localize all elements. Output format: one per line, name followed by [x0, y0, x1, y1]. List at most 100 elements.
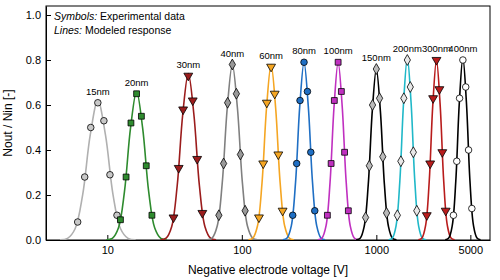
data-point [220, 158, 226, 169]
series-label: 80nm [292, 45, 316, 56]
x-tick-mark [470, 235, 471, 240]
y-tick-label: 0.8 [26, 54, 41, 66]
y-tick-mark [46, 240, 51, 241]
data-point [149, 212, 155, 218]
series-label: 150nm [362, 52, 391, 63]
y-tick-label: 0.4 [26, 144, 41, 156]
series-label: 30nm [176, 59, 200, 70]
x-tick-label: 1000 [365, 244, 389, 256]
data-point [259, 161, 268, 169]
series-labels: 15nm20nm30nm40nm60nm80nm100nm150nm200nm3… [86, 43, 478, 97]
y-tick-mark [46, 150, 51, 151]
annotation: Lines: Modeled response [54, 24, 171, 36]
plot-frame [46, 6, 490, 240]
y-tick-label: 1.0 [26, 9, 41, 21]
data-point [414, 205, 420, 216]
annotations: Symbols: Experimental data Lines: Modeled… [54, 10, 185, 36]
y-tick: 0.0 [26, 234, 51, 246]
data-point [293, 160, 300, 167]
data-point [441, 208, 450, 216]
data-point [74, 219, 81, 226]
model-line [60, 101, 136, 240]
data-point [304, 88, 311, 95]
data-point [174, 165, 183, 173]
data-point [410, 147, 416, 158]
data-point [301, 59, 308, 66]
y-tick-mark [46, 60, 51, 61]
data-point [216, 210, 222, 221]
data-point [242, 205, 248, 216]
model-line [161, 74, 217, 240]
data-point [118, 217, 124, 223]
y-tick: 1.0 [26, 9, 51, 21]
data-point [289, 212, 296, 219]
data-point [469, 205, 476, 212]
y-tick-label: 0.2 [26, 189, 41, 201]
x-tick: 1000 [365, 235, 389, 256]
data-point [404, 55, 410, 66]
x-tick-label: 100 [233, 244, 251, 256]
marks [60, 55, 481, 240]
data-point [138, 113, 144, 119]
x-tick-mark [376, 235, 377, 240]
data-point [383, 208, 389, 219]
model-line [389, 58, 426, 240]
x-tick-label: 5000 [459, 244, 483, 256]
series-label: 60nm [259, 50, 283, 61]
data-point [465, 147, 472, 154]
annotation: Symbols: Experimental data [54, 10, 185, 22]
y-tick-mark [46, 15, 51, 16]
data-point [87, 124, 94, 131]
data-point [407, 82, 413, 93]
y-axis: 0.00.20.40.60.81.0 [26, 7, 51, 247]
data-point [432, 57, 441, 65]
data-point [278, 208, 287, 216]
data-point [380, 151, 386, 162]
data-point [335, 59, 341, 65]
data-point [134, 91, 140, 97]
data-point [297, 97, 304, 104]
y-tick-label: 0.0 [26, 234, 41, 246]
data-point [438, 150, 447, 158]
y-tick: 0.2 [26, 189, 51, 201]
data-point [426, 161, 435, 169]
model-line [418, 60, 454, 240]
data-point [233, 88, 239, 99]
data-point [376, 93, 382, 104]
y-tick-mark [46, 195, 51, 196]
data-point [401, 93, 407, 104]
y-tick: 0.4 [26, 144, 51, 156]
data-point [224, 97, 230, 108]
data-point [95, 99, 102, 106]
y-axis-line [46, 7, 47, 241]
model-line [356, 69, 396, 240]
data-point [143, 163, 149, 169]
model-line [283, 62, 325, 240]
data-point [169, 215, 178, 223]
data-point [460, 57, 467, 64]
x-tick-mark [242, 235, 243, 240]
data-point [262, 100, 271, 108]
data-point [128, 120, 134, 126]
x-tick: 100 [233, 235, 251, 256]
x-axis-title: Negative electrode voltage [V] [188, 263, 348, 277]
y-tick: 0.8 [26, 54, 51, 66]
x-tick: 5000 [459, 235, 483, 256]
data-point [328, 161, 334, 167]
y-tick-mark [46, 105, 51, 106]
data-point [107, 171, 114, 178]
model-line [445, 58, 480, 240]
data-point [429, 96, 438, 104]
data-point [450, 212, 457, 219]
x-axis-line [47, 240, 491, 241]
data-point [101, 117, 108, 124]
data-point [366, 160, 372, 171]
data-point [255, 215, 264, 223]
data-point [435, 87, 444, 95]
chart-svg: 10100100050000.00.20.40.60.81.015nm20nm3… [0, 0, 500, 280]
data-point [270, 91, 279, 99]
data-point [456, 95, 463, 102]
data-point [198, 210, 207, 218]
data-point [394, 210, 400, 221]
data-point [462, 84, 469, 91]
